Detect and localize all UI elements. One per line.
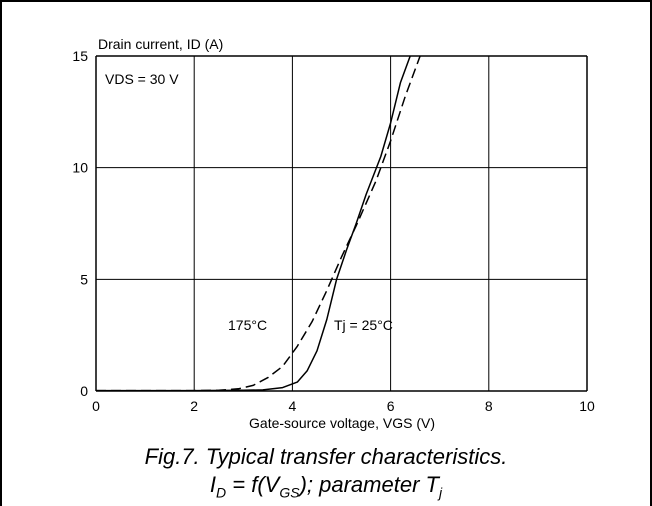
condition-label: VDS = 30 V xyxy=(105,71,179,87)
x-tick-label: 4 xyxy=(289,398,297,414)
series-lines xyxy=(96,55,421,392)
x-tick-label: 8 xyxy=(485,398,493,414)
y-tick-label: 5 xyxy=(80,271,88,287)
figure-caption-formula: ID = f(VGS); parameter Tj xyxy=(0,472,652,500)
series-label-175: 175°C xyxy=(228,317,267,333)
caption-line1: Fig.7. Typical transfer characteristics. xyxy=(144,444,508,469)
caption-vgs-sub: GS xyxy=(279,484,300,501)
figure-caption-title: Fig.7. Typical transfer characteristics. xyxy=(0,444,652,470)
series-label-25: Tj = 25°C xyxy=(334,317,393,333)
y-tick-label: 15 xyxy=(72,48,88,64)
y-tick-label: 0 xyxy=(80,383,88,399)
y-axis-label: Drain current, ID (A) xyxy=(98,36,223,52)
x-tick-label: 10 xyxy=(579,398,595,414)
caption-parameter: ); parameter T xyxy=(299,472,439,497)
y-tick-label: 10 xyxy=(72,160,88,176)
tick-labels: 0 2 4 6 8 10 0 5 10 15 xyxy=(72,48,595,414)
x-tick-label: 2 xyxy=(190,398,198,414)
caption-f: = f(V xyxy=(226,472,280,497)
caption-id: I xyxy=(209,472,217,497)
grid xyxy=(95,55,588,392)
x-axis-label: Gate-source voltage, VGS (V) xyxy=(249,415,435,431)
transfer-characteristics-chart: 0 2 4 6 8 10 0 5 10 15 Drain current, ID (A) Gate… xyxy=(72,36,595,431)
series-line-0 xyxy=(96,55,411,392)
series-line-1 xyxy=(96,55,421,392)
x-tick-label: 0 xyxy=(92,398,100,414)
caption-id-sub: D xyxy=(216,484,227,501)
caption-tj-sub: j xyxy=(438,484,443,501)
x-tick-label: 6 xyxy=(387,398,395,414)
